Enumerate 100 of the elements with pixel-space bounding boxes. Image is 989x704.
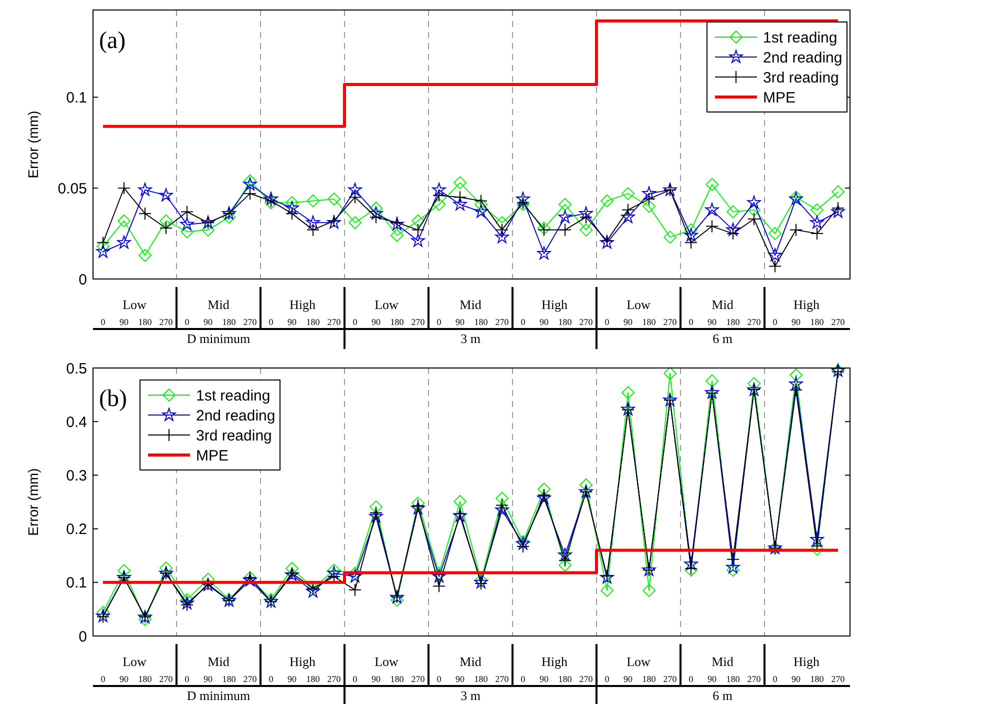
y-tick-label: 0.1: [66, 574, 87, 592]
x-tick-label: 0: [436, 674, 442, 684]
x-tick-label: 90: [792, 317, 801, 327]
legend-label: MPE: [763, 89, 796, 106]
point: [348, 190, 362, 204]
x-tick-label: 90: [708, 674, 717, 684]
point: [496, 492, 508, 505]
text: High: [794, 654, 820, 669]
point: [496, 223, 508, 236]
x-tick-label: 270: [159, 317, 174, 327]
point: [474, 194, 488, 208]
point: [664, 230, 676, 244]
text: Low: [122, 654, 148, 669]
point: [306, 194, 320, 208]
point: [244, 174, 256, 188]
x-tick-label: 180: [222, 317, 236, 327]
legend-label: 3rd reading: [196, 427, 272, 444]
legend-label: 1st reading: [196, 387, 270, 404]
text: Mid: [208, 297, 230, 312]
point: [516, 192, 530, 205]
point: [286, 196, 298, 210]
point: [412, 223, 424, 236]
x-tick-label: 0: [604, 674, 610, 684]
point: [96, 236, 110, 250]
text: (a): [99, 28, 126, 54]
point: [621, 210, 635, 224]
x-tick-label: 270: [579, 317, 594, 327]
x-tick-label: 270: [243, 317, 258, 327]
point: [600, 194, 614, 208]
text: Low: [122, 297, 148, 312]
x-tick-label: 270: [663, 317, 678, 327]
point: [726, 560, 740, 574]
point: [580, 478, 592, 492]
point: [390, 594, 404, 607]
point: [160, 214, 172, 228]
point: [286, 562, 298, 575]
point: [348, 569, 362, 582]
point: [160, 222, 172, 235]
x-tick-label: 90: [624, 674, 633, 684]
point: [454, 494, 466, 508]
text: Low: [626, 654, 652, 669]
point: [748, 212, 760, 226]
x-tick-label: 0: [436, 317, 442, 327]
point: [558, 198, 572, 211]
x-tick-label: 90: [120, 674, 129, 684]
point: [706, 178, 718, 191]
point: [790, 223, 802, 236]
legend-label: MPE: [196, 447, 229, 464]
text: High: [542, 654, 568, 669]
point: [810, 539, 824, 552]
y-tick-label: 0: [78, 628, 87, 646]
text: Mid: [208, 654, 230, 669]
point: [453, 197, 467, 210]
point: [600, 584, 614, 597]
x-tick-label: 270: [327, 674, 342, 684]
point: [622, 386, 634, 400]
text: 6 m: [712, 688, 732, 703]
point: [495, 502, 509, 516]
point: [747, 195, 761, 209]
x-tick-label: 180: [306, 317, 320, 327]
point: [138, 207, 152, 220]
y-tick-label: 0: [78, 271, 87, 288]
point: [286, 207, 298, 220]
x-tick-label: 90: [708, 317, 717, 327]
point: [369, 509, 383, 522]
x-tick-label: 90: [204, 674, 213, 684]
point: [432, 569, 446, 582]
x-tick-label: 270: [663, 674, 678, 684]
point: [432, 182, 446, 196]
point: [243, 177, 257, 190]
y-tick-label: 0.4: [66, 414, 87, 431]
point: [726, 564, 740, 577]
x-tick-label: 270: [411, 674, 426, 684]
point: [706, 220, 718, 233]
point: [454, 176, 466, 190]
point: [622, 187, 634, 200]
text: Mid: [460, 297, 482, 312]
point: [96, 240, 110, 253]
x-tick-label: 90: [120, 317, 129, 327]
text: 3 m: [460, 331, 480, 346]
x-tick-label: 180: [726, 317, 740, 327]
point: [159, 188, 173, 202]
point: [748, 203, 760, 216]
x-tick-label: 270: [579, 674, 594, 684]
x-tick-label: 90: [456, 674, 465, 684]
y-tick-label: 0.05: [58, 180, 87, 198]
x-tick-label: 90: [540, 317, 549, 327]
x-tick-label: 270: [831, 674, 846, 684]
x-tick-label: 180: [726, 674, 740, 684]
point: [160, 561, 172, 574]
point: [810, 532, 824, 546]
point: [180, 225, 194, 238]
point: [306, 223, 320, 236]
point: [622, 203, 634, 216]
point: [180, 217, 194, 230]
x-tick-label: 0: [100, 317, 106, 327]
point: [390, 228, 404, 242]
point: [810, 215, 824, 229]
point: [537, 246, 551, 260]
point: [642, 584, 656, 597]
